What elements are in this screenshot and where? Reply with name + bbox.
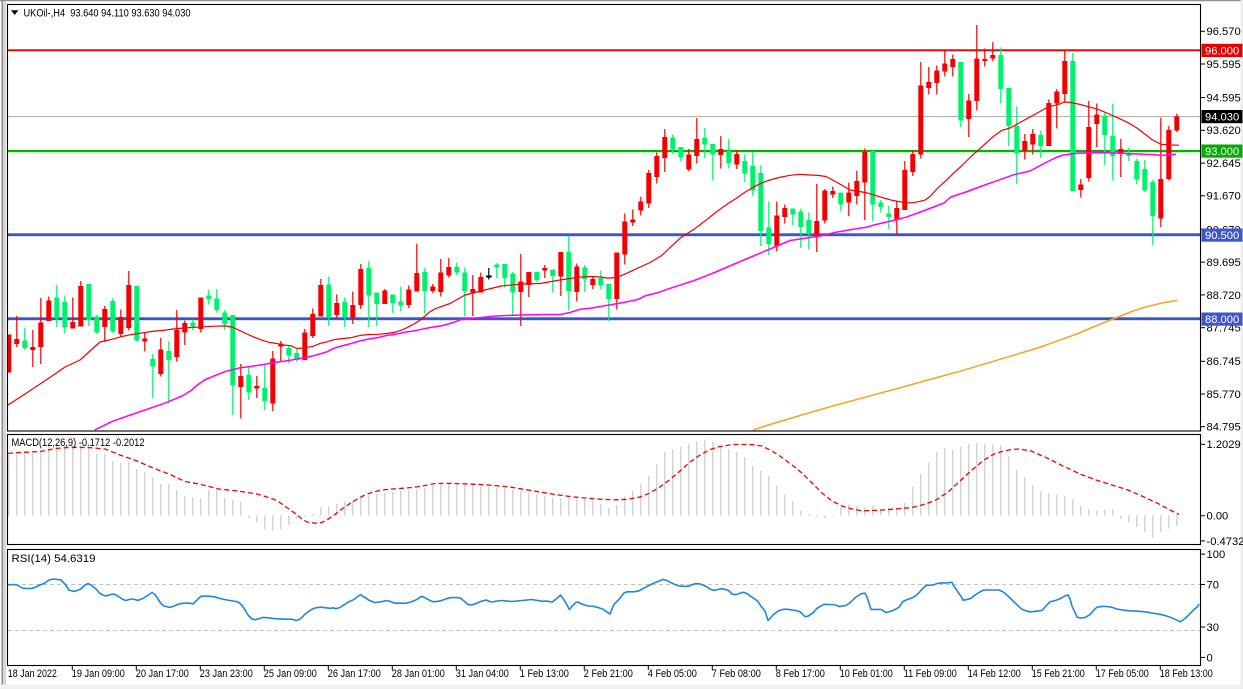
svg-text:70: 70 [1207,579,1219,591]
svg-text:92.645: 92.645 [1207,158,1241,170]
svg-text:8 Feb 17:00: 8 Feb 17:00 [776,668,825,680]
svg-text:93.000: 93.000 [1205,146,1239,158]
svg-text:30: 30 [1207,622,1219,634]
svg-text:RSI(14) 54.6319: RSI(14) 54.6319 [12,553,96,565]
svg-text:93.620: 93.620 [1207,125,1241,137]
svg-text:86.745: 86.745 [1207,356,1241,368]
svg-text:-0.4732: -0.4732 [1207,536,1243,548]
svg-text:10 Feb 01:00: 10 Feb 01:00 [840,668,893,680]
svg-text:18 Jan 2022: 18 Jan 2022 [8,668,57,680]
svg-text:94.595: 94.595 [1207,93,1241,105]
svg-text:1 Feb 13:00: 1 Feb 13:00 [520,668,569,680]
svg-text:26 Jan 17:00: 26 Jan 17:00 [328,668,381,680]
svg-text:31 Jan 04:00: 31 Jan 04:00 [456,668,509,680]
svg-text:4 Feb 05:00: 4 Feb 05:00 [648,668,697,680]
svg-text:25 Jan 09:00: 25 Jan 09:00 [264,668,317,680]
svg-text:14 Feb 12:00: 14 Feb 12:00 [968,668,1021,680]
svg-text:17 Feb 05:00: 17 Feb 05:00 [1096,668,1149,680]
svg-text:0: 0 [1207,652,1213,664]
svg-text:7 Feb 08:00: 7 Feb 08:00 [712,668,761,680]
svg-text:MACD(12,26,9) -0.1712 -0.2012: MACD(12,26,9) -0.1712 -0.2012 [12,437,145,449]
svg-text:1.2029: 1.2029 [1207,439,1241,451]
svg-text:23 Jan 23:00: 23 Jan 23:00 [200,668,253,680]
svg-text:11 Feb 09:00: 11 Feb 09:00 [904,668,957,680]
svg-text:94.030: 94.030 [1205,112,1239,124]
svg-text:0.00: 0.00 [1207,511,1229,523]
svg-text:85.770: 85.770 [1207,389,1241,401]
svg-text:UKOil-,H4 93.640 94.110 93.63: UKOil-,H4 93.640 94.110 93.630 94.030 [24,7,191,19]
svg-text:89.695: 89.695 [1207,257,1241,269]
svg-text:96.000: 96.000 [1205,45,1239,57]
svg-text:95.595: 95.595 [1207,59,1241,71]
svg-text:2 Feb 21:00: 2 Feb 21:00 [584,668,633,680]
svg-text:90.500: 90.500 [1205,230,1239,242]
svg-text:20 Jan 17:00: 20 Jan 17:00 [136,668,189,680]
svg-text:100: 100 [1207,549,1226,561]
svg-text:19 Jan 09:00: 19 Jan 09:00 [72,668,125,680]
svg-text:84.795: 84.795 [1207,422,1241,434]
svg-text:88.720: 88.720 [1207,290,1241,302]
svg-text:28 Jan 01:00: 28 Jan 01:00 [392,668,445,680]
svg-text:96.570: 96.570 [1207,26,1241,38]
svg-text:88.000: 88.000 [1205,314,1239,326]
svg-text:91.670: 91.670 [1207,191,1241,203]
svg-text:15 Feb 21:00: 15 Feb 21:00 [1032,668,1085,680]
svg-text:18 Feb 13:00: 18 Feb 13:00 [1160,668,1213,680]
